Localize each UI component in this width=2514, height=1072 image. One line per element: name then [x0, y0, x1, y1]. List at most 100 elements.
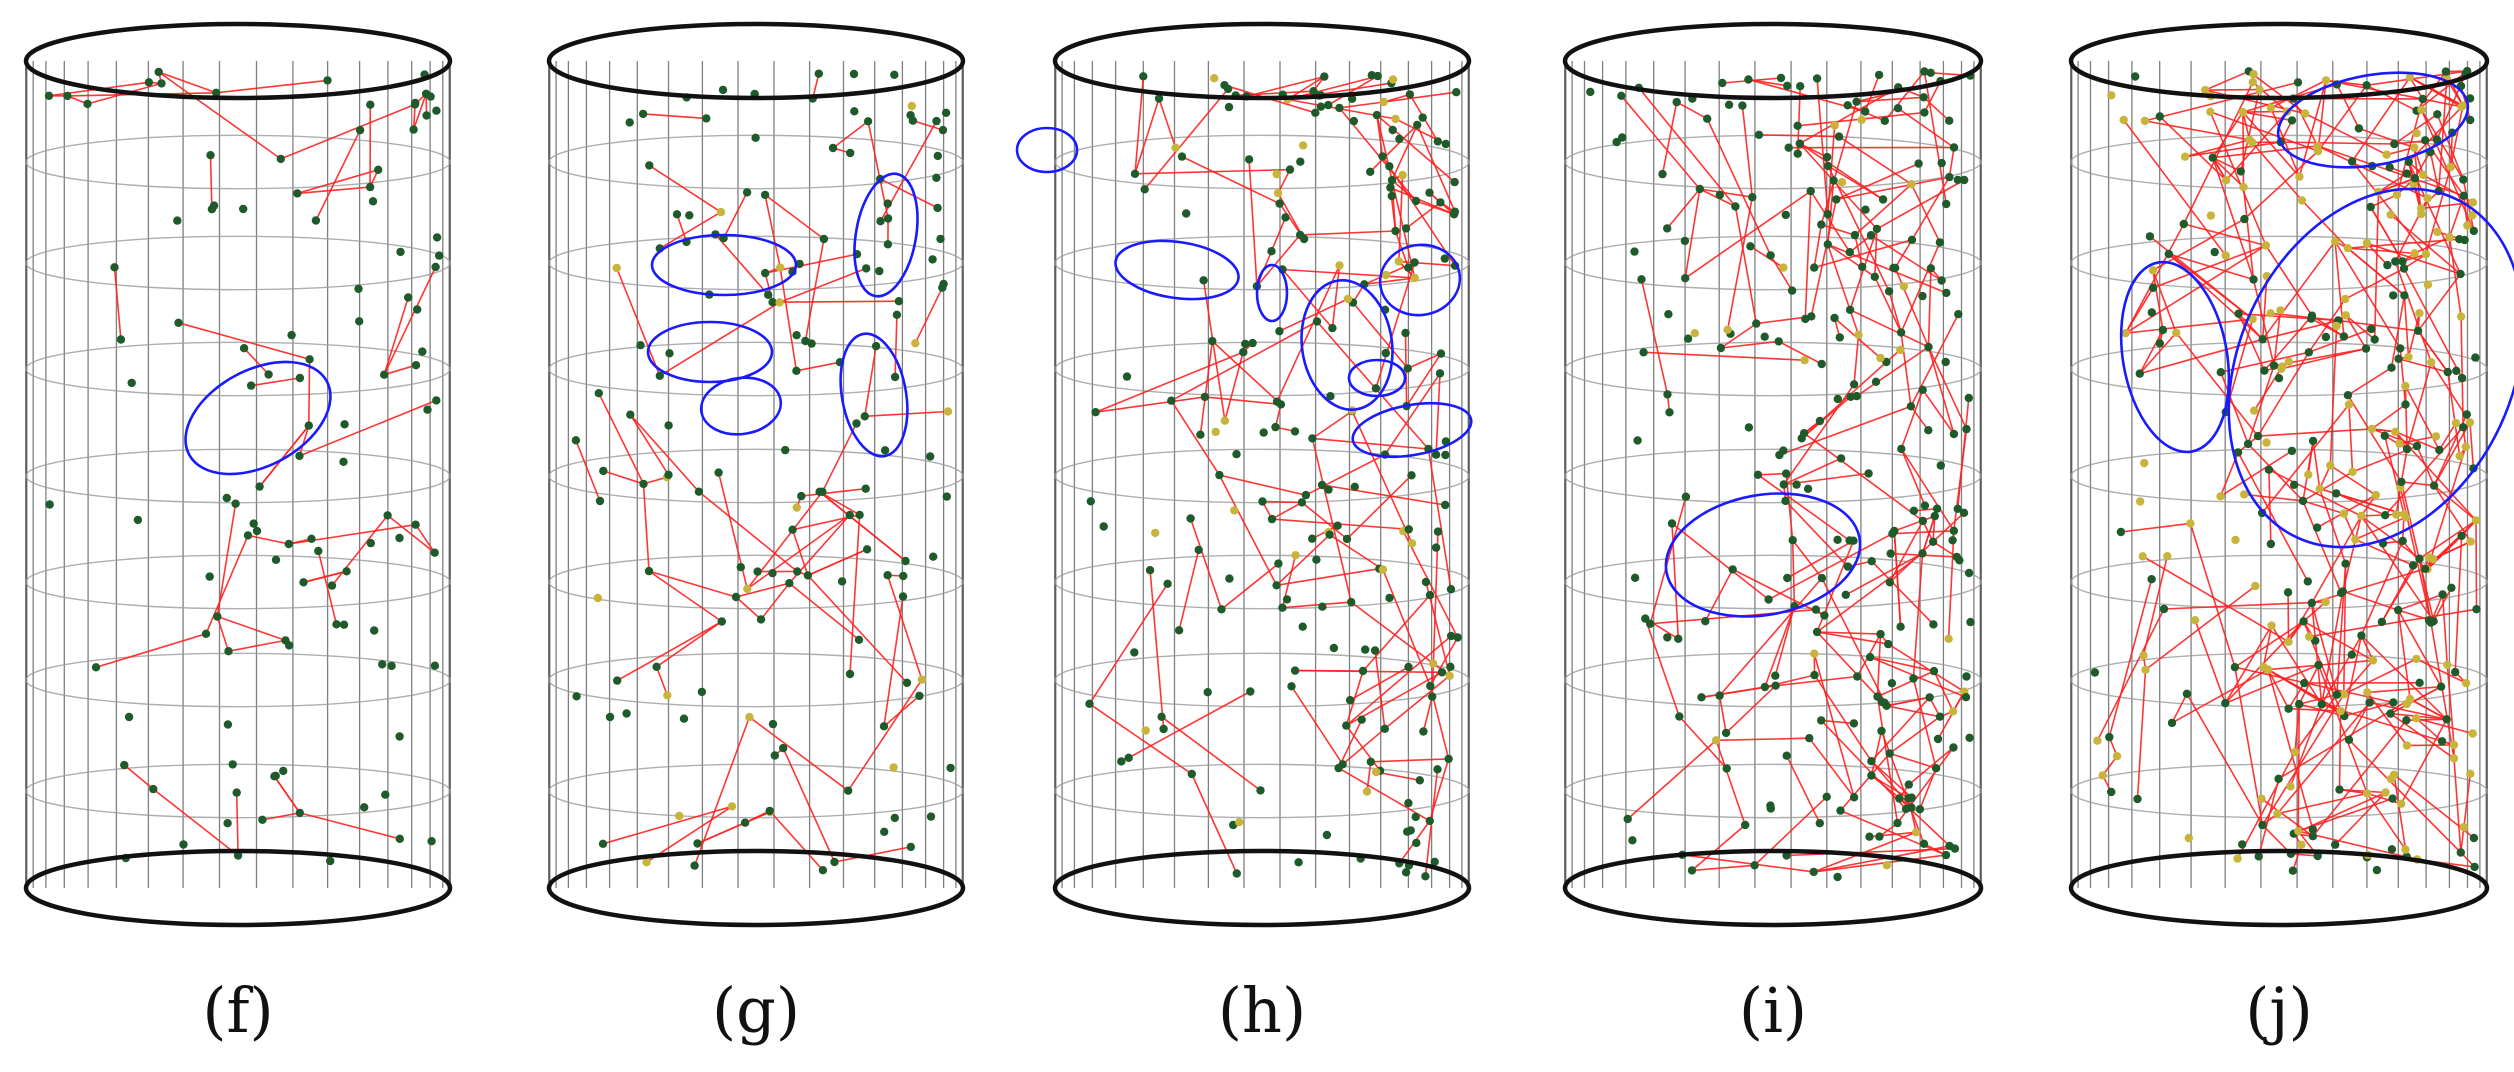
node-yellow: [1907, 180, 1916, 189]
node-green: [1965, 733, 1974, 742]
node-green: [1845, 248, 1855, 257]
node-link: [243, 347, 270, 376]
node-link: [629, 414, 670, 476]
node-yellow: [2107, 91, 2116, 100]
node-green: [1882, 357, 1891, 367]
node-green: [1320, 72, 1329, 81]
node-link: [2409, 698, 2448, 721]
node-green: [365, 182, 375, 192]
node-green: [2303, 577, 2312, 586]
node-link: [1402, 530, 1459, 638]
node-green: [1935, 712, 1945, 721]
node-green: [246, 381, 256, 390]
node-green: [381, 790, 390, 799]
node-green: [892, 310, 902, 319]
node-green: [1612, 137, 1621, 147]
cluster-ellipse: [1114, 239, 1240, 301]
node-green: [1187, 769, 1197, 779]
node-green: [2147, 575, 2156, 584]
cylinder-panel-g: [546, 21, 966, 928]
node-green: [2456, 269, 2465, 279]
node-link: [801, 487, 866, 497]
node-link: [2371, 428, 2418, 447]
node-link: [1764, 605, 1796, 688]
node-green: [1907, 803, 1916, 812]
node-green: [1401, 868, 1411, 877]
height-ring: [1054, 652, 1470, 708]
node-green: [44, 91, 54, 101]
node-yellow: [2357, 511, 2366, 521]
node-link: [2308, 298, 2346, 353]
node-green: [422, 111, 431, 120]
node-yellow: [1407, 539, 1417, 548]
node-link: [297, 186, 371, 195]
node-link: [2261, 693, 2345, 826]
node-green: [2386, 709, 2395, 718]
node-green: [1433, 765, 1442, 774]
node-yellow: [2276, 306, 2285, 315]
node-green: [435, 251, 444, 260]
node-link: [1877, 670, 1935, 698]
node-green: [871, 341, 881, 351]
node-green: [860, 412, 869, 421]
node-link: [235, 792, 239, 856]
node-green: [1308, 434, 1317, 443]
node-green: [1843, 562, 1853, 571]
node-link: [1321, 484, 1446, 506]
node-link: [2186, 693, 2264, 826]
node-yellow: [2255, 85, 2264, 94]
node-yellow: [2395, 439, 2404, 448]
node-link: [1678, 715, 1728, 770]
node-link: [2348, 404, 2354, 472]
node-green: [2361, 344, 2371, 353]
node-link: [2292, 98, 2319, 147]
node-green: [1953, 175, 1963, 185]
node-yellow: [776, 263, 785, 272]
node-link: [1718, 695, 1727, 734]
node-link: [2212, 145, 2318, 159]
node-green: [2131, 72, 2140, 81]
node-link: [1894, 239, 1913, 269]
node-green: [1436, 198, 1445, 207]
node-link: [2448, 236, 2462, 317]
node-link: [1640, 279, 1669, 395]
node-link: [2417, 273, 2462, 332]
node-green: [133, 515, 143, 525]
node-green: [1248, 338, 1257, 348]
node-link: [1684, 188, 1701, 279]
node-link: [1282, 601, 1352, 609]
cluster-layer: [646, 172, 919, 458]
node-green: [1852, 97, 1861, 106]
node-green: [2398, 536, 2407, 546]
node-green: [2380, 431, 2389, 440]
node-green: [1744, 75, 1753, 84]
node-green: [818, 487, 827, 496]
node-green: [1446, 585, 1456, 594]
node-green: [2400, 291, 2409, 300]
node-link: [123, 764, 154, 790]
node-green: [1781, 469, 1791, 478]
node-link: [2345, 314, 2376, 341]
node-link: [1295, 669, 1443, 674]
node-link: [2416, 717, 2473, 735]
node-link: [2351, 161, 2427, 255]
node-yellow: [675, 811, 684, 821]
node-green: [284, 539, 293, 549]
node-link: [722, 192, 748, 239]
node-yellow: [2466, 537, 2475, 546]
node-green: [1760, 682, 1770, 692]
node-link: [1429, 637, 1459, 687]
panel-label-g: (g): [712, 974, 800, 1047]
node-yellow: [2240, 490, 2249, 499]
node-green: [1617, 91, 1626, 101]
node-link: [2247, 365, 2275, 445]
node-link: [1369, 124, 1418, 173]
node-green: [1182, 209, 1191, 218]
node-link: [1923, 96, 1950, 122]
node-link: [883, 596, 904, 727]
node-green: [1658, 169, 1667, 179]
node-link: [1912, 678, 1937, 769]
node-green: [2216, 368, 2225, 377]
node-green: [311, 216, 321, 225]
node-green: [2233, 448, 2243, 457]
